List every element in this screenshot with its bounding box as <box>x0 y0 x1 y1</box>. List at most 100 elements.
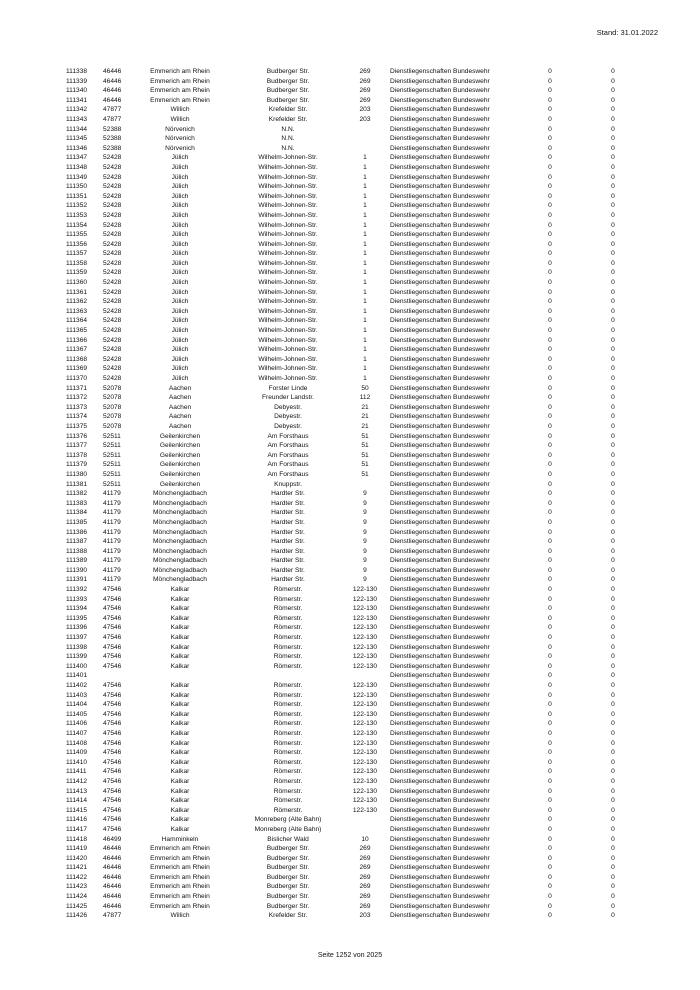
city-cell: Kalkar <box>170 739 190 747</box>
house-number-cell: 51 <box>361 451 369 459</box>
value-b-cell: 0 <box>611 96 615 104</box>
value-b-cell: 0 <box>611 566 615 574</box>
category-cell: Dienstliegenschaften Bundeswehr <box>390 538 490 546</box>
city-cell: Mönchengladbach <box>153 518 207 526</box>
table-row: 111378 52511 Geilenkirchen Am Forsthaus 51 Di… <box>0 451 700 461</box>
table-row: 111358 52428 Jülich Wilhelm-Johnen-Str. 1 Die… <box>0 259 700 269</box>
table-row: 111395 47546 Kalkar Römerstr. 122-130 Dienstl… <box>0 614 700 624</box>
city-cell: Mönchengladbach <box>153 538 207 546</box>
postal-code-cell: 47546 <box>103 701 122 709</box>
postal-code-cell: 46446 <box>103 902 122 910</box>
street-cell: Budberger Str. <box>266 893 310 901</box>
value-a-cell: 0 <box>548 365 552 373</box>
city-cell: Emmerich am Rhein <box>150 845 210 853</box>
value-a-cell: 0 <box>548 77 552 85</box>
table-row: 111419 46446 Emmerich am Rhein Budberger St… <box>0 844 700 854</box>
category-cell: Dienstliegenschaften Bundeswehr <box>390 902 490 910</box>
category-cell: Dienstliegenschaften Bundeswehr <box>390 279 490 287</box>
value-b-cell: 0 <box>611 365 615 373</box>
value-a-cell: 0 <box>548 518 552 526</box>
street-cell: Hardter Str. <box>271 566 305 574</box>
postal-code-cell: 47546 <box>103 682 122 689</box>
value-b-cell: 0 <box>611 250 615 258</box>
category-cell: Dienstliegenschaften Bundeswehr <box>390 739 490 747</box>
value-a-cell: 0 <box>548 403 552 411</box>
house-number-cell: 1 <box>363 288 367 296</box>
category-cell: Dienstliegenschaften Bundeswehr <box>390 375 490 382</box>
house-number-cell: 269 <box>359 87 371 95</box>
house-number-cell: 21 <box>361 403 369 411</box>
category-cell: Dienstliegenschaften Bundeswehr <box>390 269 490 277</box>
house-number-cell: 51 <box>361 470 369 478</box>
street-cell: Bislicher Wald <box>267 835 309 843</box>
value-a-cell: 0 <box>548 653 552 661</box>
value-b-cell: 0 <box>611 835 615 843</box>
value-a-cell: 0 <box>548 902 552 910</box>
table-row: 111382 41179 Mönchengladbach Hardter Str. 9 D… <box>0 489 700 499</box>
street-cell: Hardter Str. <box>271 557 305 565</box>
value-a-cell: 0 <box>548 605 552 613</box>
row-id-cell: 111401 <box>66 672 88 680</box>
table-row: 111416 47546 Kalkar Monreberg (Alte Bahn) Di… <box>0 815 700 825</box>
city-cell: Kalkar <box>170 758 190 766</box>
category-cell: Dienstliegenschaften Bundeswehr <box>390 864 490 872</box>
value-a-cell: 0 <box>548 422 552 430</box>
value-b-cell: 0 <box>611 68 615 75</box>
table-row: 111417 47546 Kalkar Monreberg (Alte Bahn) Di… <box>0 825 700 835</box>
category-cell: Dienstliegenschaften Bundeswehr <box>390 710 490 718</box>
street-cell: Wilhelm-Johnen-Str. <box>258 298 318 306</box>
street-cell: Wilhelm-Johnen-Str. <box>258 375 318 382</box>
city-cell: Jülich <box>171 221 189 229</box>
table-row: 111399 47546 Kalkar Römerstr. 122-130 Dienstl… <box>0 652 700 662</box>
table-row: 111390 41179 Mönchengladbach Hardter Str. 9 D… <box>0 566 700 576</box>
table-row: 111412 47546 Kalkar Römerstr. 122-130 Dienstl… <box>0 777 700 787</box>
row-id-cell: 111365 <box>66 327 88 335</box>
category-cell: Dienstliegenschaften Bundeswehr <box>390 729 490 737</box>
row-id-cell: 111390 <box>66 566 88 574</box>
postal-code-cell: 52078 <box>103 422 122 430</box>
street-cell: Forster Linde <box>268 384 308 392</box>
table-row: 111415 47546 Kalkar Römerstr. 122-130 Dienstl… <box>0 806 700 816</box>
row-id-cell: 111423 <box>66 883 88 891</box>
value-a-cell: 0 <box>548 211 552 219</box>
value-b-cell: 0 <box>611 729 615 737</box>
postal-code-cell: 46446 <box>103 873 122 881</box>
street-cell: Wilhelm-Johnen-Str. <box>258 183 318 191</box>
postal-code-cell: 52428 <box>103 173 122 181</box>
category-cell: Dienstliegenschaften Bundeswehr <box>390 624 490 632</box>
row-id-cell: 111398 <box>66 643 88 651</box>
value-b-cell: 0 <box>611 595 615 603</box>
category-cell: Dienstliegenschaften Bundeswehr <box>390 825 490 833</box>
value-a-cell: 0 <box>548 173 552 181</box>
street-cell: Römerstr. <box>273 586 303 594</box>
postal-code-cell: 47546 <box>103 749 122 757</box>
street-cell: Römerstr. <box>273 710 303 718</box>
category-cell: Dienstliegenschaften Bundeswehr <box>390 490 490 498</box>
value-b-cell: 0 <box>611 893 615 901</box>
row-id-cell: 111394 <box>66 605 88 613</box>
category-cell: Dienstliegenschaften Bundeswehr <box>390 355 490 363</box>
value-b-cell: 0 <box>611 317 615 325</box>
value-b-cell: 0 <box>611 115 615 123</box>
category-cell: Dienstliegenschaften Bundeswehr <box>390 576 490 584</box>
street-cell: Budberger Str. <box>266 864 310 872</box>
value-a-cell: 0 <box>548 202 552 210</box>
row-id-cell: 111364 <box>66 317 88 325</box>
street-cell: Wilhelm-Johnen-Str. <box>258 163 318 171</box>
value-a-cell: 0 <box>548 192 552 200</box>
city-cell: Kalkar <box>170 777 190 785</box>
value-a-cell: 0 <box>548 854 552 862</box>
city-cell: Jülich <box>171 250 189 258</box>
house-number-cell: 122-130 <box>352 720 378 728</box>
postal-code-cell: 52428 <box>103 355 122 363</box>
house-number-cell: 9 <box>363 518 367 526</box>
table-row: 111341 46446 Emmerich am Rhein Budberger St… <box>0 96 700 106</box>
house-number-cell: 1 <box>363 298 367 306</box>
value-a-cell: 0 <box>548 327 552 335</box>
city-cell: Kalkar <box>170 787 190 795</box>
row-id-cell: 111389 <box>66 557 88 565</box>
category-cell: Dienstliegenschaften Bundeswehr <box>390 144 490 152</box>
postal-code-cell: 52428 <box>103 365 122 373</box>
street-cell: Römerstr. <box>273 653 303 661</box>
city-cell: Jülich <box>171 375 189 382</box>
